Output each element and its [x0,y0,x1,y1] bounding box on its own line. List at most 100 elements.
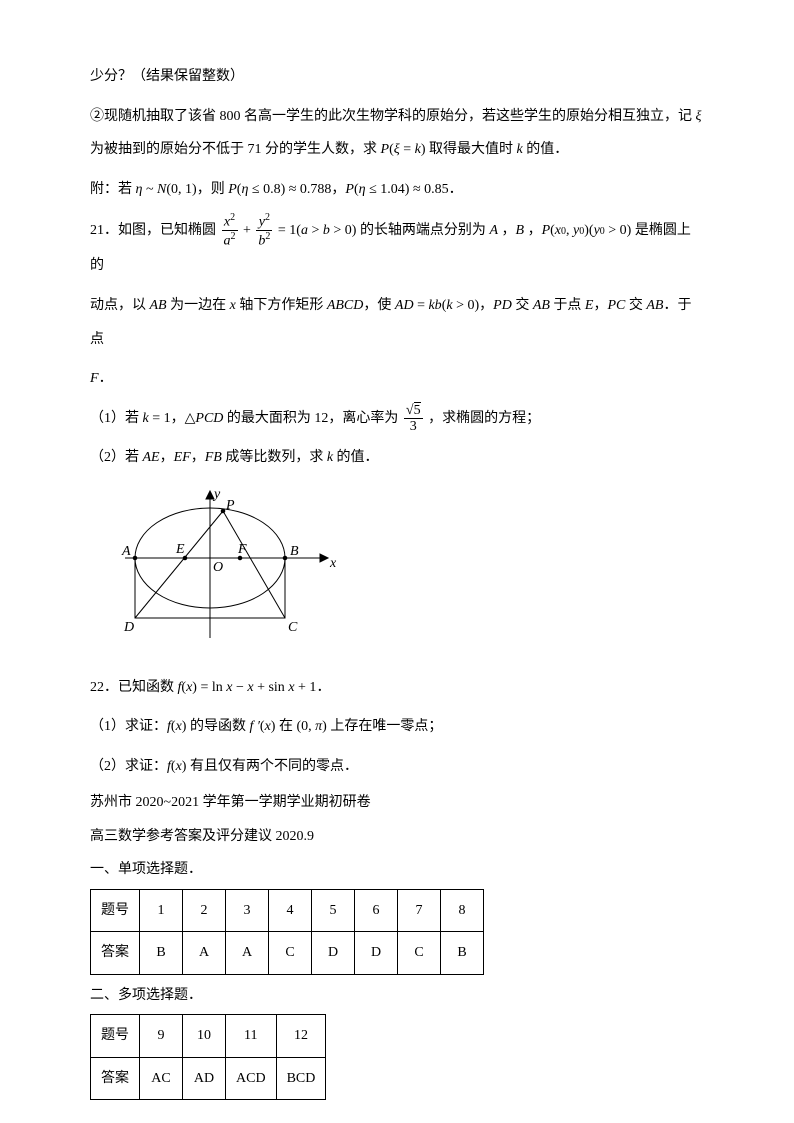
expr: △ [185,411,196,426]
expr: ≤ 0.8) ≈ 0.788 [252,182,332,197]
expr: > 0) [605,223,632,238]
text: 有且仅有两个不同的零点． [186,759,358,774]
text: 22．已知函数 [90,680,178,695]
text: 交 [512,298,533,313]
text: ， [191,450,205,465]
answer-table-1: 题号 1 2 3 4 5 6 7 8 答案 B A A C D D C B [90,889,484,975]
var: AB [646,298,663,313]
text: 轴下方作矩形 [236,298,327,313]
text: （1）求证： [90,719,167,734]
table-cell: C [398,932,441,975]
point-a: A [121,544,131,559]
question-21-2: （2）若 AE，EF，FB 成等比数列，求 k 的值． [90,441,704,475]
expr: η [136,182,146,197]
table-cell: 2 [183,889,226,932]
point-d: D [123,620,134,635]
fraction: √53 [404,403,423,435]
expr: ≤ 1.04) ≈ 0.85 [369,182,449,197]
text-line: F． [90,362,704,396]
var: AE [143,450,160,465]
point-o: O [213,560,223,575]
text: ，求椭圆的方程； [428,411,540,426]
table-cell: 12 [276,1014,326,1057]
expr: > 0) [333,223,356,238]
section-heading: 二、多项选择题． [90,983,704,1008]
question-21-1: （1）若 k = 1，△PCD 的最大面积为 12，离心率为 √53 ，求椭圆的… [90,402,704,436]
answer-table-2: 题号 9 10 11 12 答案 AC AD ACD BCD [90,1014,326,1100]
var: ABCD [327,298,364,313]
text: ． [449,182,463,197]
table-cell: 3 [226,889,269,932]
var: EF [174,450,191,465]
expr: η [359,182,369,197]
text: （2）求证： [90,759,167,774]
text: 的长轴两端点分别为 [360,223,490,238]
ellipse-figure: y x A B C D E F O P [110,483,704,667]
expr: P [381,142,390,157]
text: ． [99,371,113,386]
text: ， [528,223,542,238]
text: 于点 [550,298,585,313]
section-heading: 一、单项选择题． [90,857,704,882]
table-cell: 6 [355,889,398,932]
var-xi: ξ [696,109,702,124]
page: 少分？（结果保留整数） ②现随机抽取了该省 800 名高一学生的此次生物学科的原… [0,0,794,1123]
table-header: 答案 [91,1057,140,1100]
question-21: 21．如图，已知椭圆 x2a2 + y2b2 = 1(a > b > 0) 的长… [90,212,704,283]
text: ， [160,450,174,465]
op-plus: + [243,223,254,238]
point-c: C [288,620,298,635]
point-p: P [225,498,235,513]
text: 的最大面积为 12，离心率为 [223,411,402,426]
table-header: 题号 [91,889,140,932]
expr: (0, 1) [166,182,196,197]
expr: = 1( [278,223,301,238]
table-cell: A [183,932,226,975]
text: （1）若 [90,411,143,426]
expr: )( [584,223,593,238]
expr: − [236,680,247,695]
table-cell: 11 [226,1014,277,1057]
table-cell: AD [183,1057,226,1100]
table-cell: 9 [140,1014,183,1057]
text: ， [593,298,607,313]
expr: AD [395,298,417,313]
question-22: 22．已知函数 f(x) = ln x − x + sin x + 1． [90,671,704,705]
footer-title: 苏州市 2020~2021 学年第一学期学业期初研卷 [90,789,704,817]
var: PD [493,298,512,313]
expr: + 1 [298,680,316,695]
point-f: F [237,542,247,557]
text: ，使 [363,298,395,313]
table-cell: AC [140,1057,183,1100]
var: AB [150,298,167,313]
point-e: E [175,542,185,557]
text: 交 [625,298,646,313]
table-cell: 7 [398,889,441,932]
expr: b [323,223,334,238]
text: 附：若 [90,182,136,197]
table-cell: D [355,932,398,975]
table-cell: 8 [441,889,484,932]
var: PC [607,298,625,313]
point-b: B [290,544,299,559]
text: ． [316,680,330,695]
axis-y-label: y [212,487,221,502]
table-cell: B [441,932,484,975]
expr: ) = ln [192,680,226,695]
text: ， [331,182,345,197]
expr: η [241,182,251,197]
table-cell: 1 [140,889,183,932]
expr: x [288,680,298,695]
text-line: ②现随机抽取了该省 800 名高一学生的此次生物学科的原始分，若这些学生的原始分… [90,100,704,167]
table-cell: 4 [269,889,312,932]
text: ， [479,298,493,313]
var-b: B [516,223,525,238]
expr: ξ [394,142,404,157]
text: （2）若 [90,450,143,465]
expr: x [226,680,236,695]
expr: P [542,223,551,238]
var: F [90,371,99,386]
fraction: y2b2 [256,212,272,249]
text: 的导函数 [186,719,249,734]
var: FB [205,450,222,465]
